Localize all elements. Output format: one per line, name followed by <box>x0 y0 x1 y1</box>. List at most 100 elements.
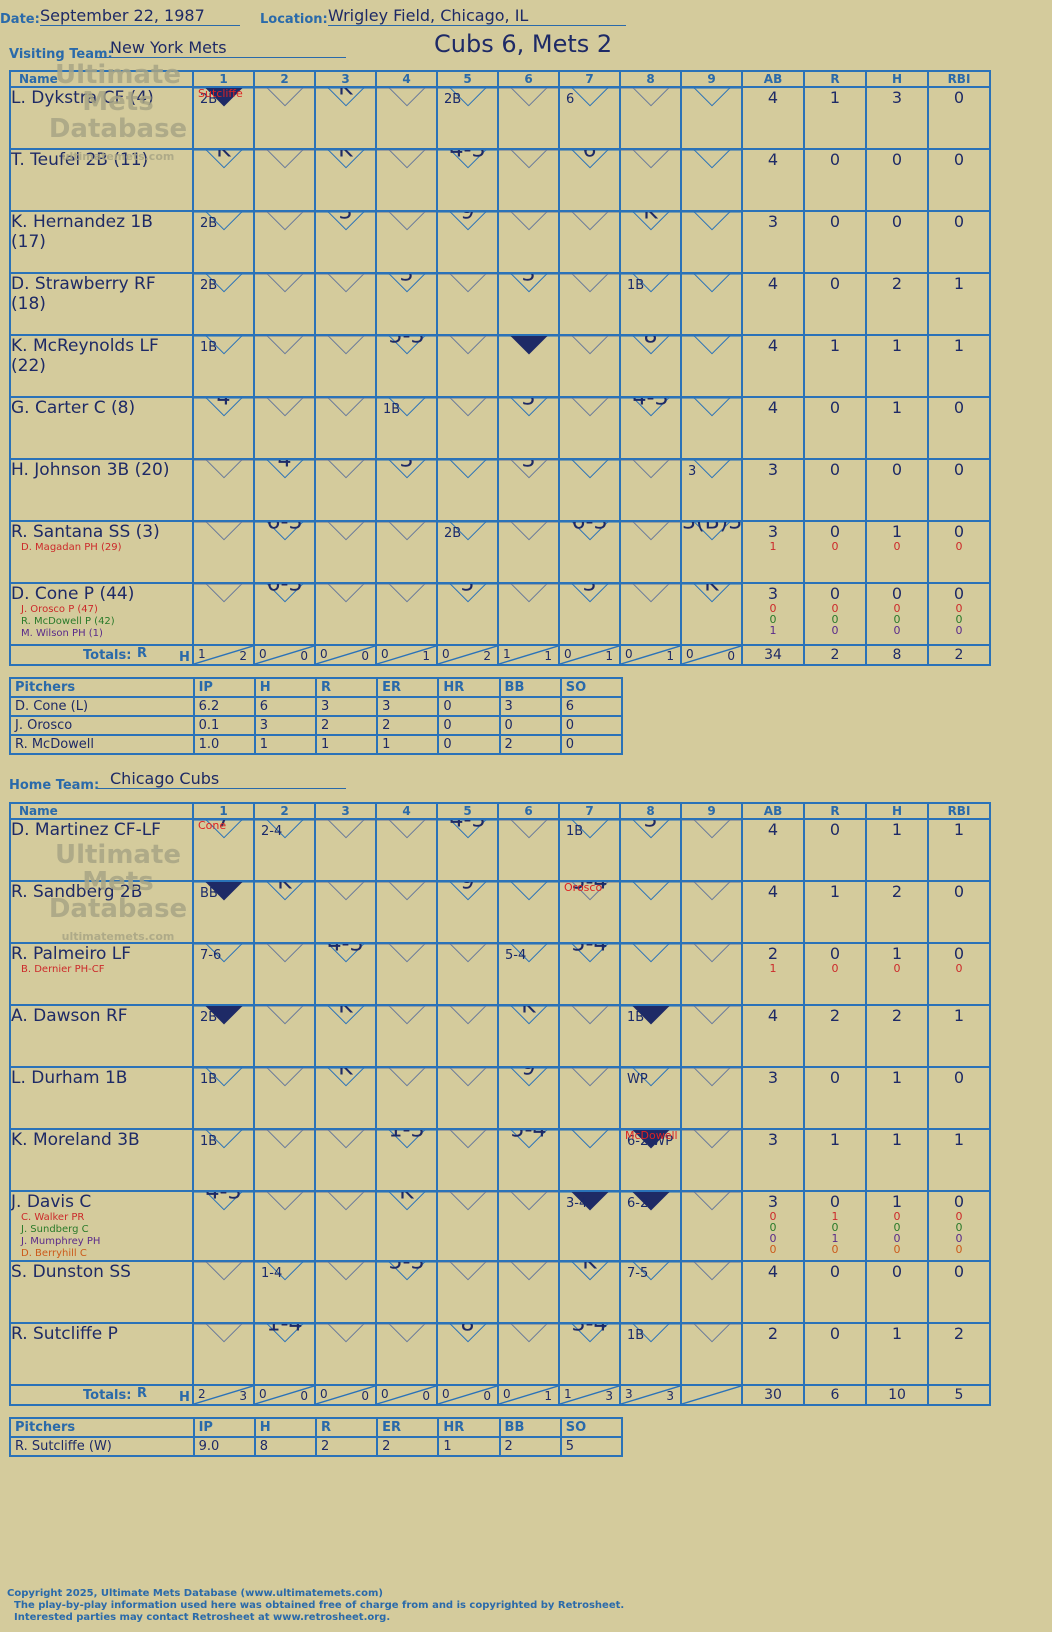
substitute-name: R. McDowell P (42) <box>21 616 115 627</box>
base-diamond <box>449 945 486 963</box>
stat-h: 1 <box>865 334 929 398</box>
stat-h: 1 <box>865 1322 929 1386</box>
pitcher-stat: 0 <box>559 734 624 755</box>
home-team-value: Chicago Cubs <box>96 769 346 789</box>
inning-hits: 0 <box>361 649 369 663</box>
base-diamond <box>693 89 730 107</box>
base-diamond <box>327 585 364 603</box>
pitcher-col-header: ER <box>376 677 440 698</box>
inning-runs: 0 <box>381 1387 389 1401</box>
date-label: Date: <box>0 12 40 27</box>
pitcher-stat: 0 <box>437 734 501 755</box>
stat-r: 0 <box>803 818 867 882</box>
pitcher-stat: 0 <box>559 715 624 736</box>
stat-h: 1 <box>865 818 929 882</box>
pitcher-stat: 3 <box>253 715 317 736</box>
batter-name-cell: L. Durham 1B <box>9 1066 194 1130</box>
col-header-inning: 5 <box>436 802 499 820</box>
play-result: K <box>338 149 353 163</box>
play-result: 4-3 <box>449 819 486 833</box>
stat-h: 2 <box>865 272 929 336</box>
pitcher-col-header: Pitchers <box>9 677 195 698</box>
inning-runs: 0 <box>564 647 572 661</box>
pitcher-col-header: SO <box>559 1417 624 1438</box>
batter-name: J. Davis C <box>11 1192 92 1212</box>
stat-ab: 4 <box>741 818 805 882</box>
stat-h: 3 <box>865 86 929 150</box>
play-result: 9 <box>460 881 475 895</box>
substitute-name: J. Mumphrey PH <box>21 1236 101 1247</box>
base-diamond <box>266 275 303 293</box>
play-result: 5-4 <box>571 943 608 957</box>
base-diamond <box>571 213 608 231</box>
base-diamond <box>205 585 242 603</box>
batter-row: H. Johnson 3B (20)4333BB3000 <box>9 458 991 522</box>
base-diamond <box>327 1263 364 1281</box>
base-diamond <box>449 1069 486 1087</box>
totals-row: Totals: R H 2 3 0 0 0 0 0 0 0 0 0 1 1 3 3 3 30 6 10 5 <box>9 1384 991 1406</box>
stat-r: 0 <box>803 210 867 274</box>
stat-r: 0 <box>803 1066 867 1130</box>
col-header-name: Name <box>9 70 194 88</box>
batter-name-cell: S. Dunston SS <box>9 1260 194 1324</box>
inning-runs: 1 <box>198 647 206 661</box>
pitcher-col-header: SO <box>559 677 624 698</box>
play-advance: 6-2 WP <box>627 1134 674 1149</box>
stat-ab: 2 <box>741 1322 805 1386</box>
play-advance: 1B <box>627 278 645 293</box>
play-result: 3 <box>399 273 414 287</box>
inning-hits: 0 <box>361 1389 369 1403</box>
inning-hits: 0 <box>300 1389 308 1403</box>
stat-h: 0 <box>865 1260 929 1324</box>
base-diamond <box>632 461 669 479</box>
pitcher-row: D. Cone (L) 6.2 6 3 3 0 3 6 <box>9 696 624 717</box>
final-score-title: Cubs 6, Mets 2 <box>434 30 613 58</box>
play-result: 2B <box>444 92 462 107</box>
pitcher-row: R. McDowell 1.0 1 1 1 0 2 0 <box>9 734 624 755</box>
stat-rbi: 1 <box>927 1128 991 1192</box>
play-result: 3 <box>521 459 536 473</box>
base-diamond <box>266 1193 303 1211</box>
pitcher-stat: 9.0 <box>192 1436 256 1457</box>
play-result: 8 <box>460 1323 475 1337</box>
pitcher-stat: 2 <box>498 734 562 755</box>
batter-name-cell: K. Moreland 3B <box>9 1128 194 1192</box>
stat-h: 2 <box>865 880 929 944</box>
batter-row: L. Durham 1B1BBBK9WP1B3010 <box>9 1066 991 1130</box>
play-result: 1B <box>200 1134 218 1149</box>
base-diamond <box>632 89 669 107</box>
base-diamond <box>449 461 486 479</box>
base-diamond <box>266 399 303 417</box>
inning-hits: 1 <box>666 649 674 663</box>
batter-row: G. Carter C (8) 4 1B 3 4-3 4 0 1 0 <box>9 396 991 460</box>
stat-r: 1 <box>803 334 867 398</box>
base-diamond <box>510 883 547 901</box>
col-header-inning: 8 <box>619 70 682 88</box>
play-result: 3 <box>521 273 536 287</box>
stat-rbi: 0 <box>927 210 991 274</box>
inning-runs: 0 <box>320 647 328 661</box>
col-header-inning: 3 <box>314 802 377 820</box>
stat-h: 1 <box>865 1128 929 1192</box>
base-diamond <box>632 151 669 169</box>
stat-r: 1 <box>803 86 867 150</box>
pitcher-stat: 1.0 <box>192 734 256 755</box>
col-header-inning: 1 <box>192 802 255 820</box>
play-result: K <box>582 1261 597 1275</box>
play-advance: 1B <box>200 1072 218 1087</box>
base-diamond <box>510 523 547 541</box>
stat-ab: 4 <box>741 334 805 398</box>
base-diamond <box>327 337 364 355</box>
base-diamond <box>571 1007 608 1025</box>
base-diamond <box>510 1325 547 1343</box>
base-diamond <box>327 883 364 901</box>
inning-hits: 0 <box>727 649 735 663</box>
inning-hits: 0 <box>300 649 308 663</box>
